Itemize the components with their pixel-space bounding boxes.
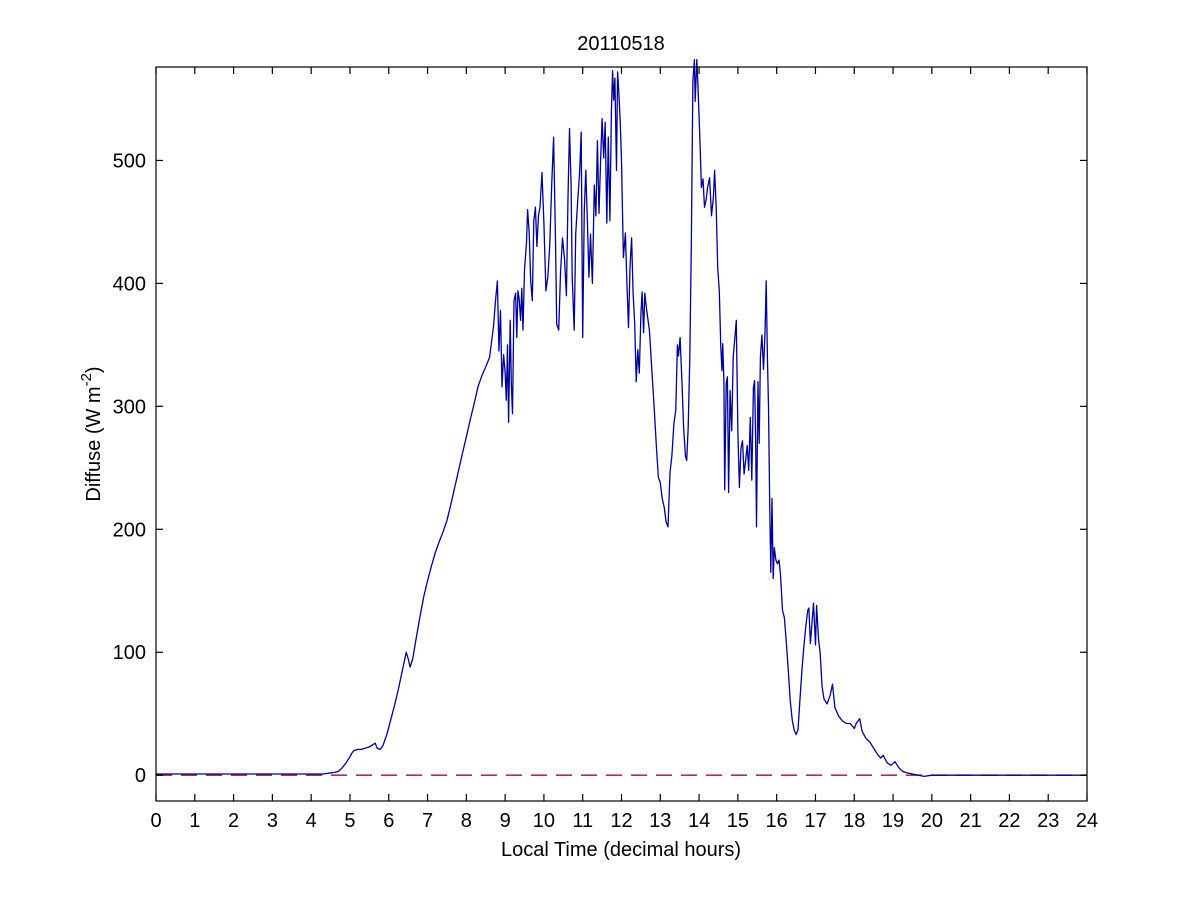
x-tick-label: 9: [500, 810, 511, 832]
x-tick-label: 6: [383, 810, 394, 832]
x-tick-label: 21: [960, 810, 982, 832]
x-tick-label: 3: [267, 810, 278, 832]
x-tick-label: 17: [804, 810, 826, 832]
x-tick-label: 15: [727, 810, 749, 832]
y-axis-label: Diffuse (W m-2): [78, 366, 105, 501]
x-tick-label: 23: [1037, 810, 1059, 832]
series-layer: [156, 58, 1087, 778]
x-tick-label: 1: [189, 810, 200, 832]
x-tick-label: 10: [533, 810, 555, 832]
tick-labels-layer: 0 1 2 3 4 5 6 7 8 9 10 11 12 13 14 15 16 17 18 19 20 21 22 23 24…: [113, 150, 1099, 832]
ticks-layer: [155, 67, 1088, 801]
x-tick-label: 5: [344, 810, 355, 832]
x-tick-label: 19: [882, 810, 904, 832]
x-tick-label: 14: [688, 810, 710, 832]
x-tick-label: 7: [422, 810, 433, 832]
x-tick-label: 11: [572, 810, 593, 832]
y-tick-label: 100: [113, 642, 146, 664]
y-tick-label: 200: [113, 519, 146, 541]
x-tick-label: 8: [461, 810, 472, 832]
x-tick-label: 20: [921, 810, 943, 832]
x-tick-label: 4: [306, 810, 317, 832]
x-tick-label: 13: [649, 810, 671, 832]
y-axis-label-close: ): [83, 366, 105, 373]
x-tick-label: 24: [1076, 810, 1098, 832]
y-tick-label: 400: [113, 273, 146, 295]
x-axis-label: Local Time (decimal hours): [501, 839, 741, 861]
x-tick-label: 12: [610, 810, 632, 832]
x-tick-label: 16: [766, 810, 788, 832]
x-tick-label: 22: [998, 810, 1020, 832]
y-tick-label: 0: [135, 765, 146, 787]
y-tick-label: 300: [113, 396, 146, 418]
y-tick-label: 500: [113, 150, 146, 172]
y-axis-label-superscript: -2: [78, 373, 95, 386]
chart-title: 20110518: [577, 33, 665, 55]
x-tick-label: 2: [228, 810, 239, 832]
y-axis-label-main: Diffuse (W m: [83, 386, 105, 501]
x-tick-label: 18: [843, 810, 865, 832]
diffuse-irradiance-line: [156, 58, 1087, 778]
x-tick-label: 0: [150, 810, 161, 832]
